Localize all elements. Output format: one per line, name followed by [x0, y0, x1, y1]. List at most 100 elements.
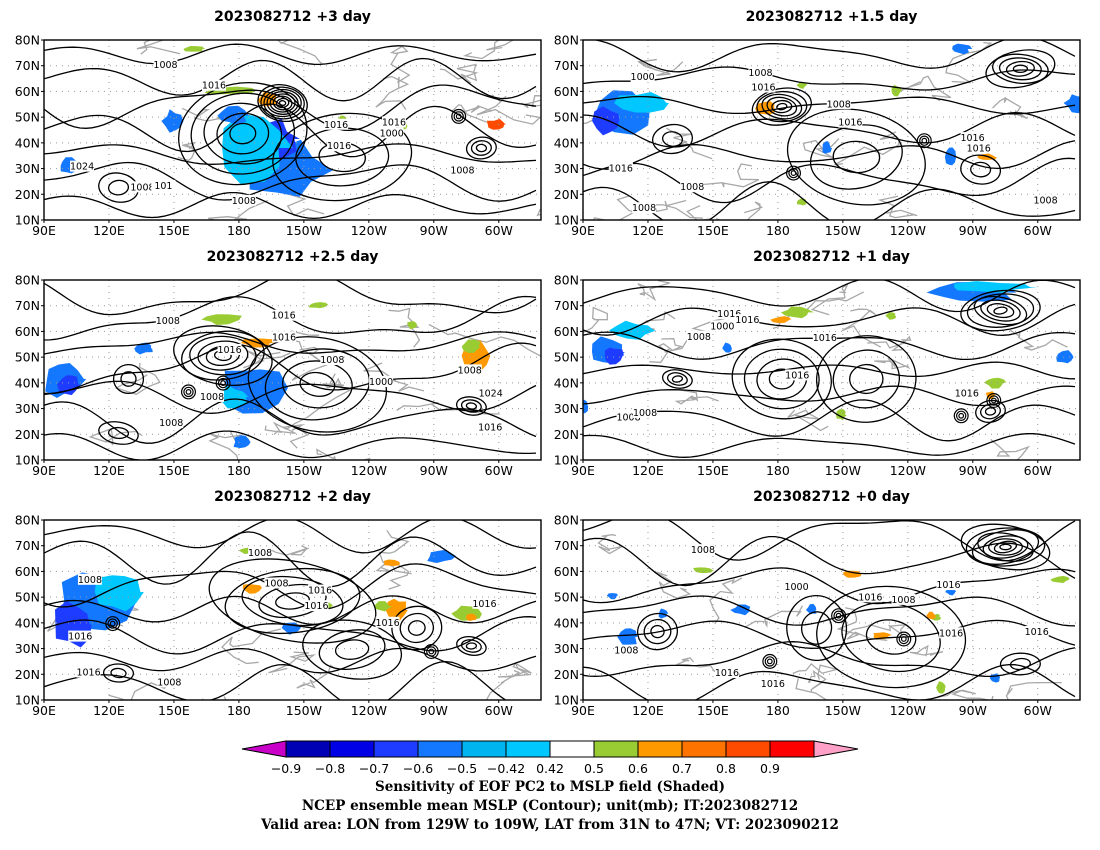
- lon-tick-label: 180: [766, 463, 790, 478]
- coastline-segment: [291, 346, 329, 381]
- contour-labels: 1008 1016 1016 1008 1016 1008 1016 1016 1008 1016: [68, 547, 497, 688]
- panel-title: 2023082712 +1 day: [753, 249, 910, 265]
- lon-tick-label: 150E: [158, 703, 190, 718]
- lat-tick-label: 10N: [554, 453, 579, 468]
- isobar-ring: [801, 611, 833, 645]
- contour-label-bg: [155, 315, 180, 327]
- isobar-bullseye: [109, 620, 116, 627]
- mslp-contours: [583, 520, 1076, 700]
- isobar-ring: [197, 340, 249, 371]
- lat-tick-label: 50N: [15, 350, 40, 365]
- isobar: [44, 563, 537, 610]
- isobar-ring: [815, 335, 917, 423]
- coastline-segment: [656, 571, 692, 599]
- coastline-segment: [390, 45, 411, 88]
- contour-label-bg: [200, 390, 225, 402]
- isobar-bullseye: [988, 395, 1000, 406]
- isobar-bullseye: [896, 631, 912, 647]
- isobar-ring: [971, 529, 1040, 565]
- coastline-segment: [485, 669, 521, 700]
- contour-label-bg: [324, 118, 349, 130]
- isobar-ring: [455, 396, 487, 416]
- coastline-segment: [597, 534, 623, 555]
- lon-tick-label: 60W: [1024, 223, 1052, 238]
- lat-tick-label: 50N: [554, 110, 579, 125]
- lon-tick-label: 150W: [825, 703, 861, 718]
- isobar-ring: [671, 375, 684, 383]
- isobar: [44, 161, 537, 202]
- isobar-ring: [786, 108, 926, 206]
- isobar-ring: [975, 399, 1006, 424]
- lon-tick-label: 180: [227, 223, 251, 238]
- contour-label: 1016: [785, 370, 809, 381]
- map-area: 1000101610081016101610081008101610081016…: [583, 40, 1080, 220]
- coastline-segment: [439, 63, 479, 84]
- shaded-region: [926, 611, 936, 620]
- isobar-ring: [302, 619, 403, 680]
- contour-label-bg: [379, 127, 404, 139]
- contour-label-bg: [748, 66, 773, 78]
- lat-tick-label: 40N: [554, 375, 579, 390]
- colorbar-high-arrow: [813, 740, 859, 758]
- map-area: 1008 1008 1016 1016 1000 1008 1016 1024 1016 1008…: [44, 280, 541, 460]
- contour-label-bg: [327, 140, 352, 152]
- isobar-ring: [993, 306, 1008, 315]
- contour-label-bg: [375, 616, 400, 628]
- isobar: [583, 66, 1076, 91]
- contour-label-bg: [68, 630, 93, 642]
- lon-tick-label: 90E: [571, 463, 595, 478]
- contour-labels: 1008 1008 1016 1016 1000 1008 1016 1024 1016 1008…: [155, 309, 503, 433]
- isobar: [583, 361, 1076, 380]
- gridlines: [44, 40, 541, 220]
- contour-label: 1016: [375, 618, 399, 629]
- isobar: [44, 430, 537, 460]
- isobar-ring: [272, 112, 413, 202]
- coastline-segment: [810, 283, 849, 316]
- contour-label: 1008: [264, 579, 288, 590]
- isobar-ring: [465, 402, 478, 410]
- shaded-region: [983, 377, 1007, 389]
- lat-tick-label: 10N: [15, 693, 40, 708]
- map-area: 1008 1016 1008 1000 1016 1016 1008 1016 1016 1016: [583, 520, 1080, 700]
- isobar-ring: [960, 154, 1002, 185]
- coastline-segment: [709, 577, 743, 625]
- colorbar-swatch: [505, 740, 551, 758]
- map-frame: [582, 519, 1081, 701]
- lon-tick-label: 150W: [286, 703, 322, 718]
- isobar-bullseye: [217, 377, 229, 389]
- lon-tick-label: 90W: [959, 223, 987, 238]
- coastline-segment: [686, 205, 722, 220]
- shaded-region: [233, 435, 251, 449]
- contour-label-bg: [1024, 626, 1049, 638]
- map-frame: [43, 39, 542, 221]
- coastline-segment: [744, 605, 803, 628]
- isobar-ring: [258, 583, 327, 619]
- contour-label: 1024: [479, 388, 503, 399]
- isobar-ring: [999, 543, 1012, 551]
- isobar-bullseye: [455, 113, 462, 120]
- isobar-ring: [272, 95, 293, 111]
- contour-label-bg: [478, 387, 503, 399]
- isobar-ring: [112, 363, 145, 395]
- lon-tick-label: 90W: [420, 463, 448, 478]
- colorbar-tick-label: −0.42: [487, 761, 525, 776]
- lat-tick-label: 30N: [554, 161, 579, 176]
- lon-tick-label: 90W: [959, 703, 987, 718]
- isobar: [583, 619, 1076, 649]
- isobar-ring: [257, 83, 308, 123]
- contour-label-bg: [381, 116, 406, 128]
- lat-tick-label: 70N: [554, 538, 579, 553]
- contour-label: 1008: [680, 182, 704, 193]
- lat-tick-label: 20N: [15, 667, 40, 682]
- isobar: [44, 520, 537, 554]
- contour-label-bg: [76, 666, 101, 678]
- isobar-ring: [650, 624, 665, 639]
- map-frame: [582, 279, 1081, 461]
- contour-label: 1016: [327, 141, 351, 152]
- lat-tick-label: 30N: [15, 161, 40, 176]
- contour-label: 1016: [967, 143, 991, 154]
- contour-label-bg: [320, 353, 345, 365]
- lat-tick-label: 50N: [15, 110, 40, 125]
- contour-label-bg: [714, 667, 739, 679]
